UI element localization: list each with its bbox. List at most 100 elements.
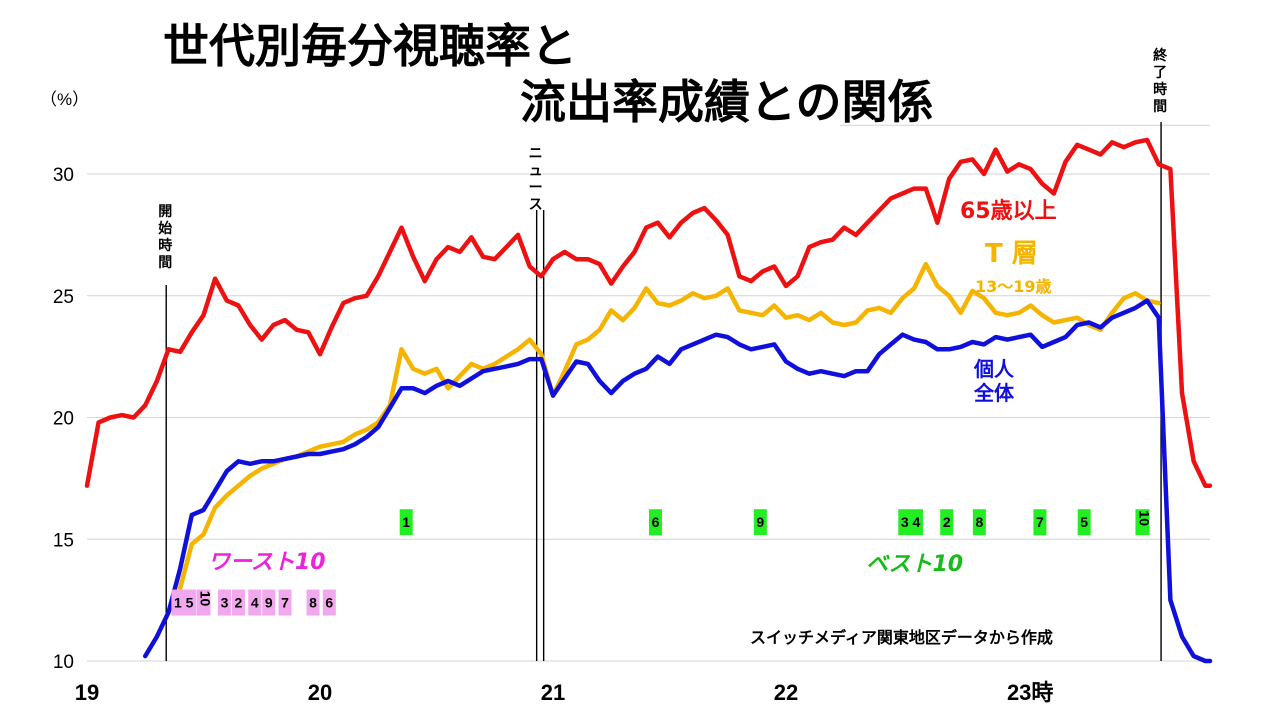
worst-rank-box-3 xyxy=(217,589,231,616)
series-0-point xyxy=(1169,168,1172,170)
series-0-point xyxy=(272,324,275,326)
chart-title-line-2: 流出率成績との関係 xyxy=(520,75,934,129)
series-0-point xyxy=(1099,153,1102,156)
series-1-point xyxy=(191,543,193,545)
series-0-point xyxy=(913,187,915,190)
series-2-point xyxy=(1029,333,1032,336)
series-0-point xyxy=(924,187,927,190)
series-2-point xyxy=(365,436,368,438)
series-2-point xyxy=(319,453,321,455)
worst10-title: ワースト10 xyxy=(208,550,326,575)
series-2-point xyxy=(901,333,904,336)
series-1-point xyxy=(1041,314,1044,317)
series-2-point xyxy=(330,450,333,453)
series-2-point xyxy=(785,360,787,363)
series-2-point xyxy=(1169,599,1172,601)
series-0-point xyxy=(493,258,496,261)
series-2-point xyxy=(855,370,857,373)
series-label-1-line-0: T 層 xyxy=(985,239,1038,269)
best-rank-box-4 xyxy=(909,509,923,536)
series-2-point xyxy=(307,453,310,455)
series-2-point xyxy=(878,353,880,355)
marker-0-char-3: 間 xyxy=(158,255,172,271)
series-2-point xyxy=(377,426,380,429)
best-rank-box-0 xyxy=(399,509,413,536)
best-rank-box-8 xyxy=(1077,509,1091,536)
series-2-point xyxy=(1134,307,1137,309)
series-1-point xyxy=(948,294,950,297)
series-1-point xyxy=(808,319,811,321)
series-1-point xyxy=(1122,297,1125,299)
series-1-point xyxy=(330,443,333,446)
series-1-point xyxy=(633,307,636,309)
series-2-point xyxy=(924,341,927,343)
series-0-point xyxy=(633,251,636,253)
marker-3-char-3: 間 xyxy=(1153,99,1167,115)
series-label-0-line-0: 65歳以上 xyxy=(960,199,1057,224)
series-0-point xyxy=(645,226,647,229)
best-rank-box-7 xyxy=(1033,509,1047,536)
best-rank-label-0: 1 xyxy=(402,514,410,530)
series-2-point xyxy=(610,392,613,394)
series-0-point xyxy=(959,161,962,163)
series-2-point xyxy=(295,455,298,458)
series-2-point xyxy=(540,358,543,360)
series-1-point xyxy=(994,311,997,314)
series-2-point xyxy=(1099,326,1102,329)
y-tick-label-25: 25 xyxy=(53,287,74,308)
series-2-point xyxy=(354,443,356,446)
series-2-point xyxy=(598,380,601,382)
marker-0-char-2: 時 xyxy=(158,237,172,254)
series-label-2-line-1: 全体 xyxy=(973,381,1015,405)
series-2-point xyxy=(680,348,682,351)
series-2-point xyxy=(1157,316,1160,319)
series-1-point xyxy=(820,311,822,314)
series-0-point xyxy=(1192,460,1195,463)
series-0-point xyxy=(295,329,298,331)
best-rank-label-5: 2 xyxy=(943,514,951,530)
worst-rank-box-9 xyxy=(322,589,336,616)
worst-rank-label-5: 4 xyxy=(251,595,259,611)
best-rank-label-1: 6 xyxy=(652,514,660,530)
marker-1-char-0: ニ xyxy=(529,146,543,162)
series-2-point xyxy=(237,460,240,463)
series-1-point xyxy=(458,375,461,377)
series-line-2 xyxy=(142,298,1213,664)
worst-rank-box-5 xyxy=(248,589,262,616)
series-0-point xyxy=(424,280,426,282)
series-0-point xyxy=(773,265,776,268)
series-2-point xyxy=(1146,299,1148,302)
series-0-point xyxy=(86,484,88,487)
series-0-point xyxy=(354,297,356,299)
series-2-point xyxy=(179,567,181,570)
series-0-point xyxy=(97,421,100,424)
series-0-point xyxy=(785,285,787,287)
series-2-point xyxy=(1192,655,1195,657)
series-2-point xyxy=(552,394,554,397)
gridlines xyxy=(87,124,1210,662)
series-2-point xyxy=(890,343,892,346)
series-0-point xyxy=(260,338,263,341)
series-1-point xyxy=(1006,314,1009,317)
marker-0-char-1: 始 xyxy=(158,220,172,237)
series-0-point xyxy=(796,275,799,278)
series-2-point xyxy=(971,341,974,343)
series-0-point xyxy=(983,173,985,175)
series-1-point xyxy=(971,290,974,292)
best-rank-box-2 xyxy=(753,509,767,536)
series-2-point xyxy=(493,368,496,370)
series-2-point xyxy=(156,635,158,638)
series-2-point xyxy=(412,387,414,390)
series-0-point xyxy=(855,234,857,236)
series-0-point xyxy=(948,178,950,180)
series-1-point xyxy=(1076,316,1078,319)
series-0-point xyxy=(1146,139,1148,141)
series-2-point xyxy=(959,346,962,348)
series-2-point xyxy=(948,348,950,351)
worst-rank-label-2: 10 xyxy=(197,591,213,607)
series-0-point xyxy=(622,265,624,268)
series-1-point xyxy=(540,353,543,355)
series-1-point xyxy=(773,304,776,307)
series-0-point xyxy=(1041,182,1044,185)
